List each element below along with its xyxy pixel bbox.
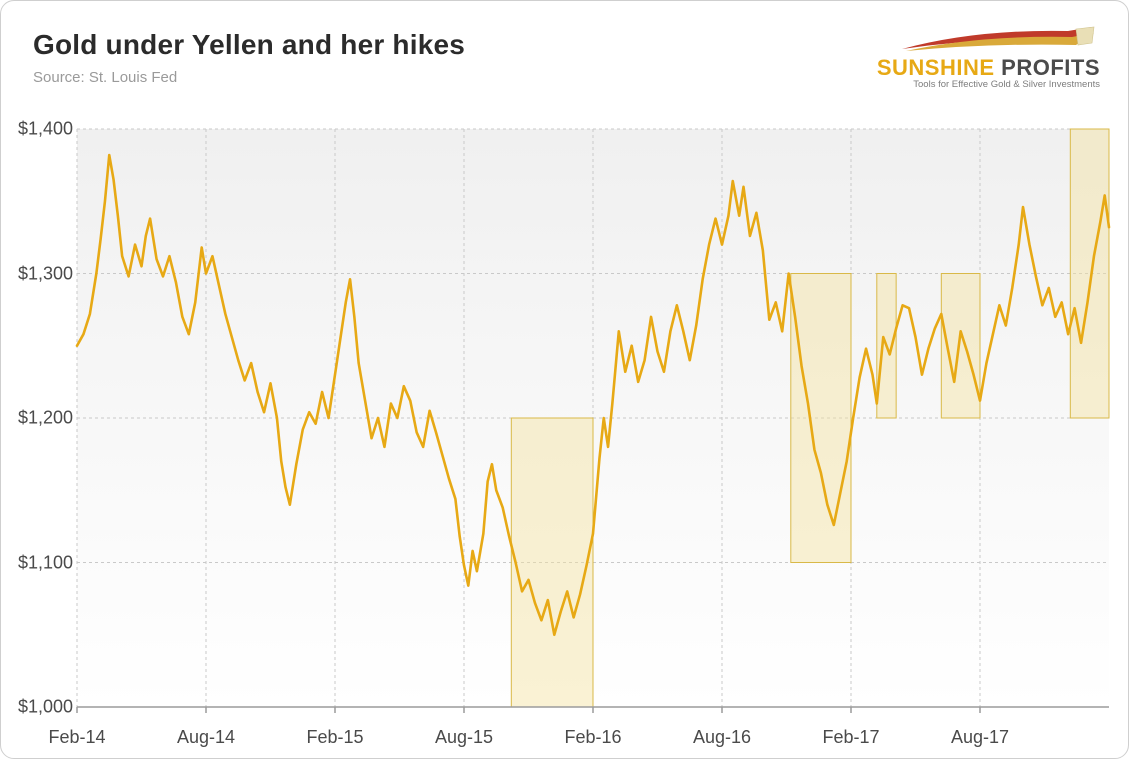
x-axis-label: Feb-17 bbox=[822, 727, 879, 748]
y-axis-label: $1,100 bbox=[18, 552, 73, 573]
chart-plot bbox=[1, 1, 1129, 759]
chart-card: Gold under Yellen and her hikes Source: … bbox=[0, 0, 1129, 759]
x-axis-label: Aug-17 bbox=[951, 727, 1009, 748]
hike-highlight-band bbox=[511, 418, 593, 707]
x-axis-label: Aug-15 bbox=[435, 727, 493, 748]
y-axis-label: $1,200 bbox=[18, 408, 73, 429]
hike-highlight-band bbox=[791, 274, 851, 563]
x-axis-label: Feb-15 bbox=[306, 727, 363, 748]
x-axis-label: Aug-16 bbox=[693, 727, 751, 748]
y-axis-label: $1,000 bbox=[18, 697, 73, 718]
y-axis-label: $1,300 bbox=[18, 263, 73, 284]
hike-highlight-band bbox=[1070, 129, 1109, 418]
y-axis-label: $1,400 bbox=[18, 119, 73, 140]
x-axis-label: Feb-14 bbox=[48, 727, 105, 748]
x-axis-label: Feb-16 bbox=[564, 727, 621, 748]
x-axis-label: Aug-14 bbox=[177, 727, 235, 748]
